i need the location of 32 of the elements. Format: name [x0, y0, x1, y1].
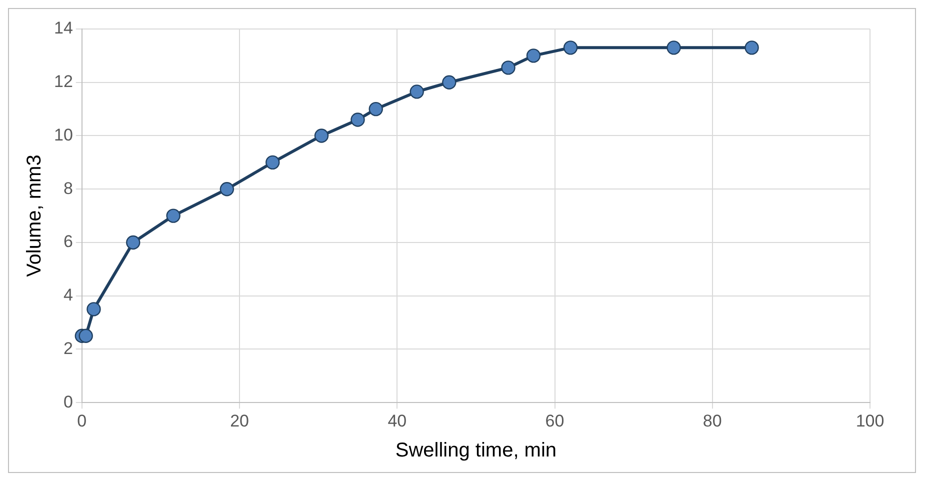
point: [126, 235, 140, 250]
y-tick-label: 2: [63, 338, 73, 358]
point: [86, 302, 101, 316]
point: [368, 102, 383, 116]
point: [410, 84, 424, 99]
x-tick-label: 20: [230, 411, 249, 430]
point: [350, 112, 365, 127]
y-tick-label: 4: [63, 286, 73, 305]
point: [666, 40, 681, 55]
point: [442, 75, 456, 90]
y-tick-label: 14: [54, 18, 73, 38]
point: [744, 40, 759, 55]
point: [78, 328, 93, 343]
x-tick-label: 0: [77, 411, 87, 430]
point: [220, 182, 234, 196]
point: [266, 155, 280, 170]
y-tick-label: 8: [63, 178, 73, 198]
x-tick-label: 60: [545, 411, 564, 430]
y-tick-label: 0: [63, 392, 73, 412]
y-tick-label: 6: [63, 232, 73, 252]
point: [501, 60, 516, 75]
y-tick-label: 10: [54, 125, 73, 144]
point: [526, 48, 541, 63]
point: [166, 208, 180, 223]
y-tick-label: 12: [54, 72, 73, 92]
y-axis-title: Volume, mm3: [24, 154, 46, 277]
x-tick-label: 80: [702, 411, 722, 430]
point: [314, 128, 329, 143]
x-axis-title: Swelling time, min: [395, 440, 557, 462]
x-tick-label: 100: [856, 411, 884, 430]
point: [563, 40, 578, 55]
x-tick-label: 40: [388, 411, 407, 430]
